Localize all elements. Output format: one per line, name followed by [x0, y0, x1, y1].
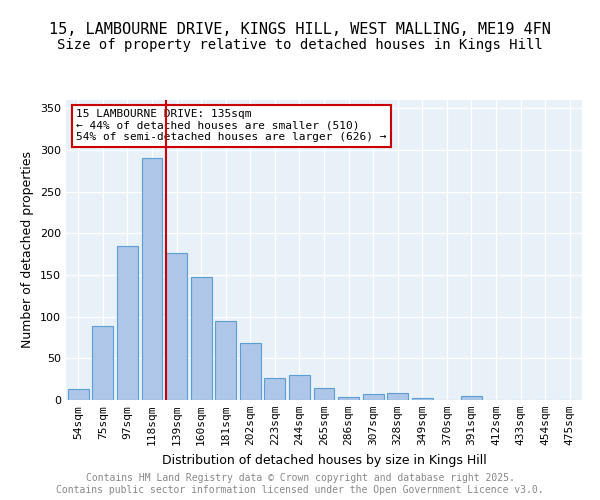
Bar: [362, 394, 383, 400]
Bar: [387, 392, 408, 400]
Text: 15 LAMBOURNE DRIVE: 135sqm
← 44% of detached houses are smaller (510)
54% of sem: 15 LAMBOURNE DRIVE: 135sqm ← 44% of deta…: [76, 109, 387, 142]
Bar: [338, 396, 359, 400]
Bar: [314, 388, 334, 400]
Bar: [68, 389, 89, 400]
Bar: [461, 396, 482, 400]
Y-axis label: Number of detached properties: Number of detached properties: [22, 152, 34, 348]
Bar: [215, 321, 236, 400]
X-axis label: Distribution of detached houses by size in Kings Hill: Distribution of detached houses by size …: [161, 454, 487, 466]
Text: Contains HM Land Registry data © Crown copyright and database right 2025.
Contai: Contains HM Land Registry data © Crown c…: [56, 474, 544, 495]
Bar: [289, 375, 310, 400]
Bar: [142, 158, 163, 400]
Text: 15, LAMBOURNE DRIVE, KINGS HILL, WEST MALLING, ME19 4FN: 15, LAMBOURNE DRIVE, KINGS HILL, WEST MA…: [49, 22, 551, 38]
Bar: [265, 378, 286, 400]
Bar: [191, 276, 212, 400]
Bar: [412, 398, 433, 400]
Bar: [166, 252, 187, 400]
Bar: [92, 326, 113, 400]
Bar: [117, 246, 138, 400]
Text: Size of property relative to detached houses in Kings Hill: Size of property relative to detached ho…: [57, 38, 543, 52]
Bar: [240, 344, 261, 400]
